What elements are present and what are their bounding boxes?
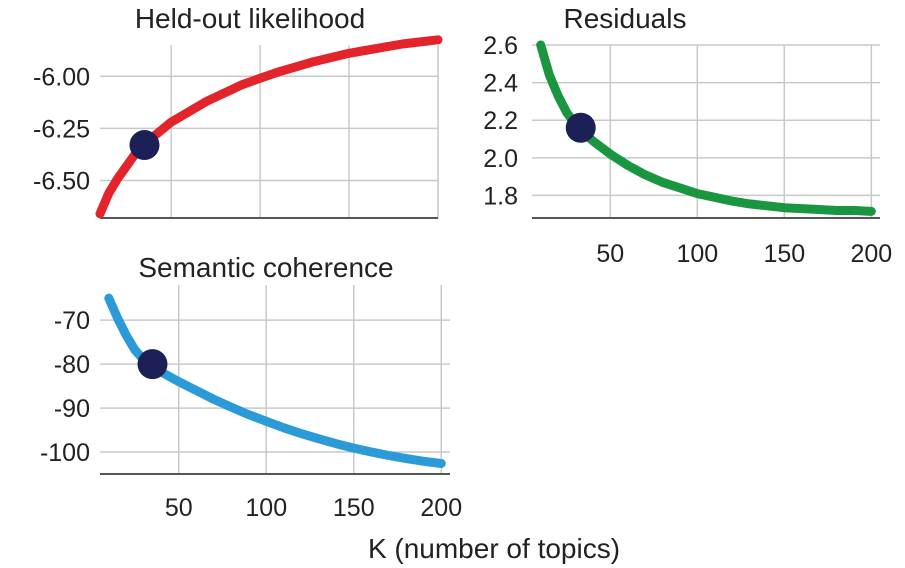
residuals-xtick-label: 100 [676,240,718,268]
coherence-xtick-label: 100 [245,494,287,522]
coherence-xtick-label: 200 [420,494,462,522]
residuals-ytick-label: 1.8 [483,182,518,210]
chart-panel-coherence: Semantic coherence -100 -90 -80 -70 50 100 150 2… [40,252,462,522]
heldout-ytick-label: -6.00 [33,63,90,91]
coherence-xtick-label: 150 [333,494,375,522]
heldout-title: Held-out likelihood [135,3,365,34]
coherence-ytick-label: -100 [40,439,90,467]
residuals-xtick-label: 200 [850,240,892,268]
heldout-selected-k-marker [129,130,160,161]
chart-panel-heldout: Held-out likelihood -6.50 -6.25 -6.00 [33,3,443,219]
coherence-ytick-label: -90 [54,395,90,423]
coherence-xtick-label: 50 [165,494,193,522]
residuals-xtick-label: 150 [763,240,805,268]
residuals-xtick-label: 50 [596,240,624,268]
residuals-title: Residuals [564,3,687,34]
coherence-series-line [104,293,446,468]
coherence-title: Semantic coherence [138,252,393,283]
coherence-ytick-label: -70 [54,307,90,335]
chart-panel-residuals: Residuals 1.8 2.0 2.2 2.4 2.6 50 100 150 200 [483,3,892,268]
heldout-ytick-label: -6.25 [33,115,90,143]
coherence-selected-k-marker [137,349,168,380]
heldout-ytick-label: -6.50 [33,167,90,195]
residuals-ytick-label: 2.6 [483,32,518,60]
heldout-series-line [95,35,443,219]
residuals-ytick-label: 2.2 [483,107,518,135]
x-axis-label: K (number of topics) [368,533,620,564]
residuals-selected-k-marker [565,112,596,143]
residuals-ytick-label: 2.0 [483,145,518,173]
residuals-ytick-label: 2.4 [483,70,518,98]
coherence-ytick-label: -80 [54,351,90,379]
